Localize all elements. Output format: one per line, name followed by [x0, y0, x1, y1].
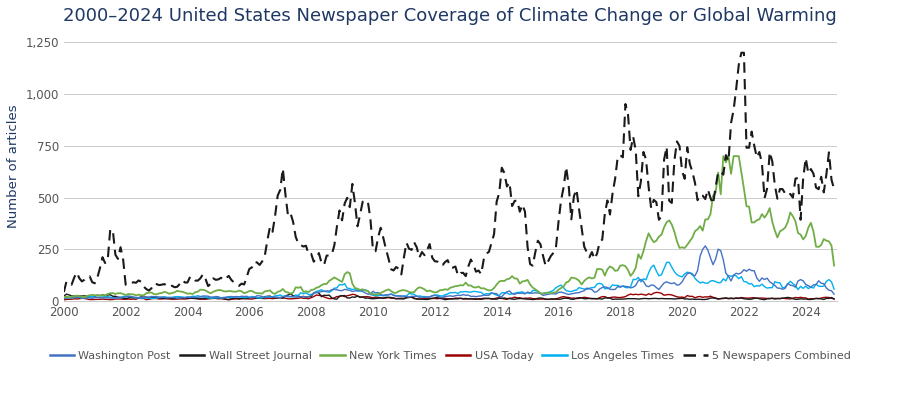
- Legend: Washington Post, Wall Street Journal, New York Times, USA Today, Los Angeles Tim: Washington Post, Wall Street Journal, Ne…: [45, 346, 855, 365]
- Title: 2000–2024 United States Newspaper Coverage of Climate Change or Global Warming: 2000–2024 United States Newspaper Covera…: [63, 7, 837, 25]
- Y-axis label: Number of articles: Number of articles: [7, 105, 20, 228]
